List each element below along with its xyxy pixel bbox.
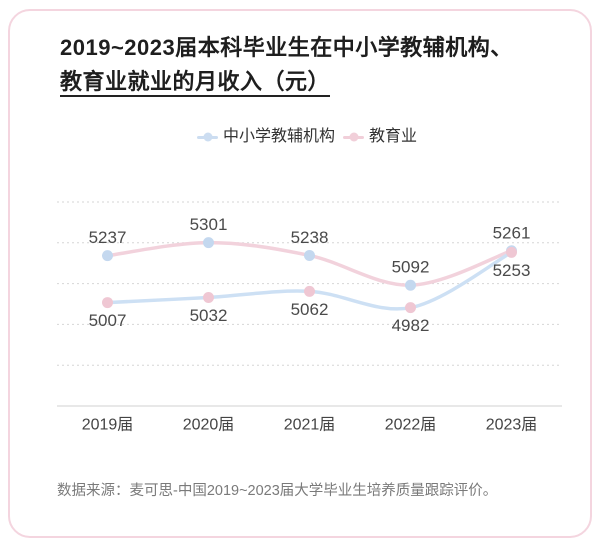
series-1-data-label: 5261 bbox=[493, 223, 531, 242]
legend-label-series-2: 教育业 bbox=[369, 128, 418, 145]
x-axis-tick-labels: 2019届 2020届 2021届 2022届 2023届 bbox=[82, 417, 538, 434]
legend-dot-series-1 bbox=[203, 132, 212, 142]
series-2-marker bbox=[102, 297, 113, 309]
chart-title: 2019~2023届本科毕业生在中小学教辅机构、 教育业就业的月收入（元） bbox=[60, 34, 513, 97]
series-1-data-label: 5237 bbox=[89, 228, 127, 247]
series-1-marker bbox=[102, 250, 113, 262]
series-2-marker bbox=[203, 291, 214, 303]
series-1-data-label: 5092 bbox=[392, 258, 430, 277]
series-1-data-label: 5238 bbox=[291, 228, 329, 247]
series-1-marker bbox=[203, 237, 214, 249]
series-2-data-label: 5032 bbox=[190, 306, 228, 325]
series-2-marker bbox=[506, 246, 517, 258]
series-1-marker bbox=[405, 279, 416, 291]
chart-title-line-1: 2019~2023届本科毕业生在中小学教辅机构、 bbox=[60, 35, 513, 60]
chart-card bbox=[8, 9, 592, 538]
x-tick-label: 2021届 bbox=[284, 417, 336, 434]
series-2-data-label: 5253 bbox=[493, 261, 531, 280]
legend-label-series-1: 中小学教辅机构 bbox=[223, 128, 336, 145]
series-1-marker bbox=[304, 249, 315, 261]
chart-title-line-2-wrapper: 教育业就业的月收入（元） bbox=[60, 69, 513, 97]
x-tick-label: 2023届 bbox=[486, 417, 538, 434]
series-1-line bbox=[105, 240, 514, 287]
data-source-note: 数据来源：麦可思-中国2019~2023届大学毕业生培养质量跟踪评价。 bbox=[57, 483, 498, 499]
x-tick-label: 2020届 bbox=[183, 417, 235, 434]
legend-line-series-2 bbox=[343, 132, 365, 142]
series-1-data-label: 5301 bbox=[190, 215, 228, 234]
series-markers bbox=[102, 237, 517, 314]
series-2-data-label: 5007 bbox=[89, 311, 127, 330]
series-2-data-label: 4982 bbox=[392, 316, 430, 335]
series-2-marker bbox=[304, 285, 315, 297]
legend-item-series-1: 中小学教辅机构 bbox=[197, 126, 335, 148]
data-labels: 5237 5301 5238 5092 5261 5007 5032 5062 4982 5253 bbox=[89, 215, 531, 335]
legend-dot-series-2 bbox=[349, 132, 359, 142]
legend-line-series-1 bbox=[197, 132, 218, 142]
chart-title-line-2: 教育业就业的月收入（元） bbox=[60, 69, 331, 97]
x-tick-label: 2022届 bbox=[385, 417, 437, 434]
legend-item-series-2: 教育业 bbox=[343, 126, 417, 148]
gridlines bbox=[57, 201, 562, 407]
series-2-marker bbox=[405, 302, 416, 314]
legend: 中小学教辅机构 教育业 bbox=[197, 126, 425, 148]
series-2-data-label: 5062 bbox=[291, 300, 329, 319]
x-tick-label: 2019届 bbox=[82, 417, 134, 434]
